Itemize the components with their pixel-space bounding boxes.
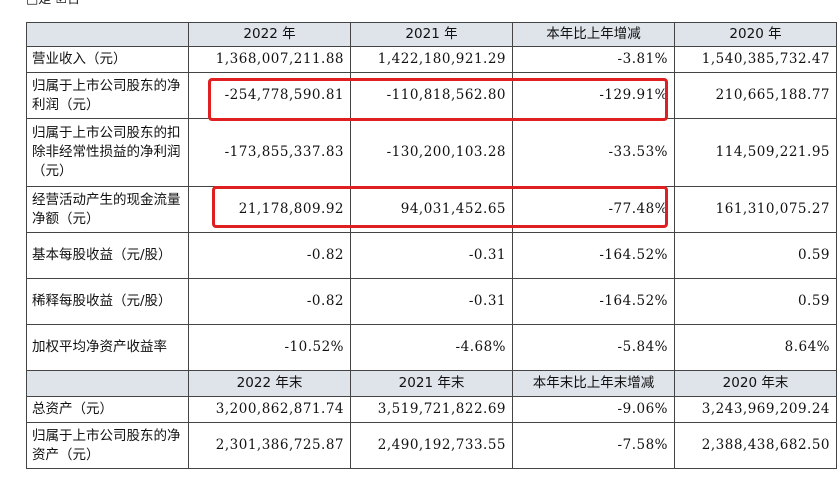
table-row: 营业收入（元） 1,368,007,211.88 1,422,180,921.2…	[26, 46, 837, 73]
header-cell-2021: 2021 年	[350, 22, 513, 47]
cell-change: -33.53%	[512, 118, 675, 187]
table-row: 总资产（元） 3,200,862,871.74 3,519,721,822.69…	[26, 396, 837, 423]
cell-2020: 0.59	[674, 278, 837, 325]
cell-2020: 114,509,221.95	[674, 118, 837, 187]
cell-2020: 210,665,188.77	[674, 72, 837, 119]
table-row: 经营活动产生的现金流量净额（元） 21,178,809.92 94,031,45…	[26, 186, 837, 233]
financial-table: 2022 年 2021 年 本年比上年增减 2020 年 营业收入（元） 1,3…	[26, 22, 837, 469]
top-text: □是 ☑否	[26, 0, 80, 8]
cell-2021: -110,818,562.80	[350, 72, 513, 119]
cell-2022: -173,855,337.83	[188, 118, 351, 187]
row-label: 归属于上市公司股东的扣除非经常性损益的净利润（元）	[26, 118, 189, 187]
cell-2021: 3,519,721,822.69	[350, 396, 513, 423]
table-row: 归属于上市公司股东的净资产（元） 2,301,386,725.87 2,490,…	[26, 422, 837, 469]
table-row: 归属于上市公司股东的扣除非经常性损益的净利润（元） -173,855,337.8…	[26, 118, 837, 187]
cell-2021: 1,422,180,921.29	[350, 46, 513, 73]
header-row-1: 2022 年 2021 年 本年比上年增减 2020 年	[26, 22, 837, 47]
row-label: 经营活动产生的现金流量净额（元）	[26, 186, 189, 233]
table-row: 归属于上市公司股东的净利润（元） -254,778,590.81 -110,81…	[26, 72, 837, 119]
cell-2022: 21,178,809.92	[188, 186, 351, 233]
cell-change: -77.48%	[512, 186, 675, 233]
row-label: 归属于上市公司股东的净资产（元）	[26, 422, 189, 469]
header-cell-2022-end: 2022 年末	[188, 370, 351, 397]
cell-2020: 1,540,385,732.47	[674, 46, 837, 73]
cell-2022: -254,778,590.81	[188, 72, 351, 119]
cell-2020: 161,310,075.27	[674, 186, 837, 233]
table-row: 加权平均净资产收益率 -10.52% -4.68% -5.84% 8.64%	[26, 324, 837, 371]
cell-change: -164.52%	[512, 278, 675, 325]
cell-2022: 3,200,862,871.74	[188, 396, 351, 423]
table-row: 稀释每股收益（元/股） -0.82 -0.31 -164.52% 0.59	[26, 278, 837, 325]
cell-change: -129.91%	[512, 72, 675, 119]
header-cell-2021-end: 2021 年末	[350, 370, 513, 397]
cell-change: -7.58%	[512, 422, 675, 469]
header-cell-blank	[26, 370, 189, 397]
row-label: 归属于上市公司股东的净利润（元）	[26, 72, 189, 119]
row-label: 营业收入（元）	[26, 46, 189, 73]
cell-2020: 8.64%	[674, 324, 837, 371]
cell-2022: 1,368,007,211.88	[188, 46, 351, 73]
row-label: 基本每股收益（元/股）	[26, 232, 189, 279]
cell-change: -164.52%	[512, 232, 675, 279]
cell-2020: 2,388,438,682.50	[674, 422, 837, 469]
header-cell-change-end: 本年末比上年末增减	[512, 370, 675, 397]
cell-change: -9.06%	[512, 396, 675, 423]
cell-2021: -0.31	[350, 278, 513, 325]
row-label: 稀释每股收益（元/股）	[26, 278, 189, 325]
header-row-2: 2022 年末 2021 年末 本年末比上年末增减 2020 年末	[26, 370, 837, 397]
cell-2020: 0.59	[674, 232, 837, 279]
cell-2022: -0.82	[188, 278, 351, 325]
cell-2021: 2,490,192,733.55	[350, 422, 513, 469]
header-cell-2020: 2020 年	[674, 22, 837, 47]
header-cell-2020-end: 2020 年末	[674, 370, 837, 397]
row-label: 总资产（元）	[26, 396, 189, 423]
cell-2021: -0.31	[350, 232, 513, 279]
cell-change: -5.84%	[512, 324, 675, 371]
cell-change: -3.81%	[512, 46, 675, 73]
cell-2022: -10.52%	[188, 324, 351, 371]
cell-2022: 2,301,386,725.87	[188, 422, 351, 469]
row-label: 加权平均净资产收益率	[26, 324, 189, 371]
cell-2021: 94,031,452.65	[350, 186, 513, 233]
header-cell-blank	[26, 22, 189, 47]
cell-2021: -4.68%	[350, 324, 513, 371]
cell-2021: -130,200,103.28	[350, 118, 513, 187]
cell-2022: -0.82	[188, 232, 351, 279]
header-cell-change: 本年比上年增减	[512, 22, 675, 47]
table-row: 基本每股收益（元/股） -0.82 -0.31 -164.52% 0.59	[26, 232, 837, 279]
cell-2020: 3,243,969,209.24	[674, 396, 837, 423]
header-cell-2022: 2022 年	[188, 22, 351, 47]
